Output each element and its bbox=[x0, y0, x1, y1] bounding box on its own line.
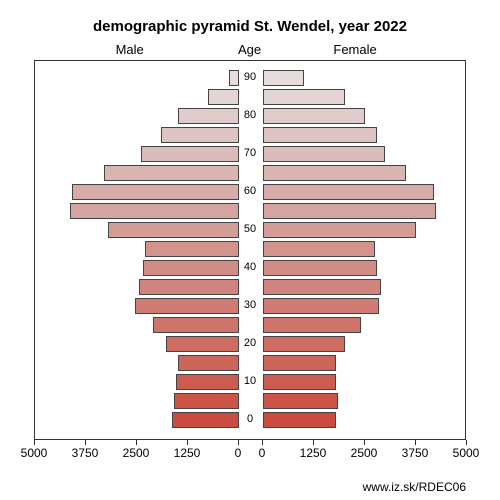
male-bar bbox=[178, 108, 239, 124]
x-tick-label: 0 bbox=[242, 446, 282, 460]
x-tick bbox=[34, 440, 35, 445]
x-tick bbox=[238, 440, 239, 445]
y-tick-label: 10 bbox=[237, 375, 263, 387]
male-bar bbox=[72, 184, 239, 200]
y-tick-label: 80 bbox=[237, 109, 263, 121]
y-tick-label: 50 bbox=[237, 223, 263, 235]
x-tick-label: 3750 bbox=[65, 446, 105, 460]
x-tick-label: 2500 bbox=[116, 446, 156, 460]
female-bar bbox=[263, 222, 416, 238]
male-bar bbox=[178, 355, 239, 371]
female-bar bbox=[263, 317, 361, 333]
female-bar bbox=[263, 279, 381, 295]
male-bar bbox=[143, 260, 239, 276]
age-label: Age bbox=[238, 42, 261, 57]
male-bar bbox=[174, 393, 239, 409]
source-url: www.iz.sk/RDEC06 bbox=[363, 480, 466, 494]
female-bar bbox=[263, 393, 338, 409]
x-tick bbox=[415, 440, 416, 445]
y-tick-label: 70 bbox=[237, 147, 263, 159]
female-bar bbox=[263, 108, 365, 124]
y-tick-label: 20 bbox=[237, 337, 263, 349]
x-tick-label: 2500 bbox=[344, 446, 384, 460]
x-tick bbox=[187, 440, 188, 445]
male-bar bbox=[208, 89, 239, 105]
y-tick-label: 0 bbox=[237, 413, 263, 425]
female-bar bbox=[263, 336, 345, 352]
female-bar bbox=[263, 260, 377, 276]
male-bar bbox=[145, 241, 239, 257]
male-bar bbox=[108, 222, 239, 238]
female-bar bbox=[263, 374, 336, 390]
female-bar bbox=[263, 241, 375, 257]
x-tick bbox=[262, 440, 263, 445]
female-bar bbox=[263, 70, 304, 86]
male-bar bbox=[161, 127, 239, 143]
male-bar bbox=[153, 317, 239, 333]
x-tick-label: 1250 bbox=[293, 446, 333, 460]
male-bar bbox=[172, 412, 239, 428]
y-tick-label: 40 bbox=[237, 261, 263, 273]
x-tick bbox=[466, 440, 467, 445]
female-bar bbox=[263, 355, 336, 371]
chart-title: demographic pyramid St. Wendel, year 202… bbox=[0, 18, 500, 35]
female-bar bbox=[263, 127, 377, 143]
female-label: Female bbox=[333, 42, 376, 57]
x-tick-label: 5000 bbox=[446, 446, 486, 460]
male-bar bbox=[166, 336, 239, 352]
female-bar bbox=[263, 184, 434, 200]
y-tick-label: 90 bbox=[237, 71, 263, 83]
female-bar bbox=[263, 146, 385, 162]
male-bar bbox=[104, 165, 239, 181]
x-tick-label: 5000 bbox=[14, 446, 54, 460]
female-bar bbox=[263, 203, 436, 219]
x-tick bbox=[364, 440, 365, 445]
x-tick-label: 3750 bbox=[395, 446, 435, 460]
male-bar bbox=[70, 203, 239, 219]
female-bar bbox=[263, 412, 336, 428]
male-bar bbox=[135, 298, 239, 314]
female-bar bbox=[263, 298, 379, 314]
y-tick-label: 60 bbox=[237, 185, 263, 197]
x-tick bbox=[85, 440, 86, 445]
female-bar bbox=[263, 89, 345, 105]
y-tick-label: 30 bbox=[237, 299, 263, 311]
male-bar bbox=[139, 279, 239, 295]
x-tick-label: 1250 bbox=[167, 446, 207, 460]
x-tick bbox=[136, 440, 137, 445]
female-bar bbox=[263, 165, 406, 181]
male-bar bbox=[176, 374, 239, 390]
male-label: Male bbox=[116, 42, 144, 57]
male-bar bbox=[141, 146, 239, 162]
x-tick bbox=[313, 440, 314, 445]
